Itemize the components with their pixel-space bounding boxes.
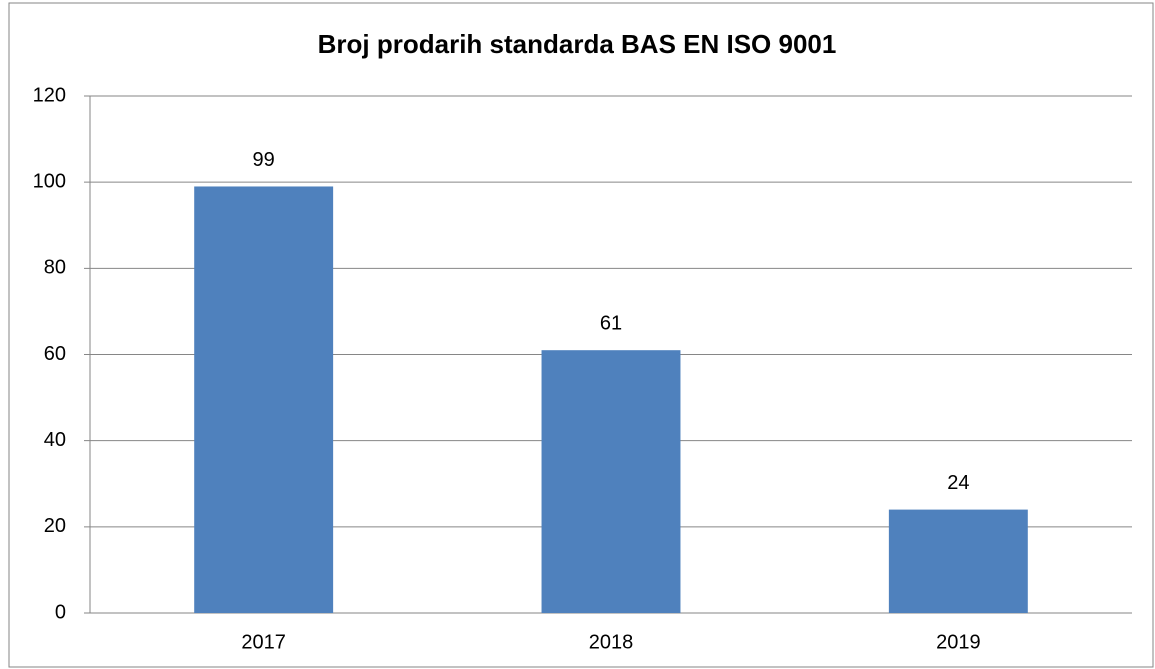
bar [194, 186, 334, 613]
y-tick-label: 0 [55, 601, 66, 623]
y-tick-label: 20 [44, 515, 66, 537]
y-tick-label: 100 [33, 170, 66, 192]
data-label: 24 [947, 472, 969, 494]
bar [541, 350, 681, 613]
y-tick-label: 60 [44, 343, 66, 365]
x-tick-label: 2018 [589, 631, 634, 653]
x-tick-label: 2017 [241, 631, 286, 653]
y-tick-label: 120 [33, 84, 66, 106]
bar [888, 509, 1028, 613]
data-label: 61 [600, 312, 622, 334]
y-tick-label: 80 [44, 257, 66, 279]
chart-title: Broj prodarih standarda BAS EN ISO 9001 [318, 29, 837, 59]
x-tick-label: 2019 [936, 631, 981, 653]
y-tick-label: 40 [44, 429, 66, 451]
data-label: 99 [253, 149, 275, 171]
